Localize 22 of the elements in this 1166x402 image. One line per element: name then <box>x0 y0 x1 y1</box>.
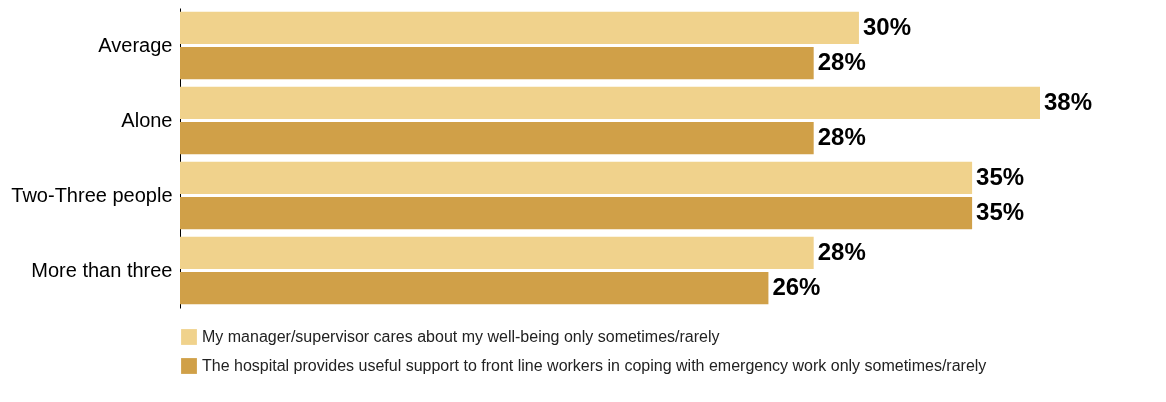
y-tick-label: Alone <box>121 108 173 131</box>
data-label: 30% <box>862 12 911 40</box>
legend-label: The hospital provides useful support to front line workers in coping with emergency work only sometimes/rarely <box>202 357 987 374</box>
data-label: 28% <box>817 48 866 76</box>
data-label: 26% <box>772 273 821 301</box>
bar <box>180 121 814 155</box>
y-tick-label: More than three <box>31 258 173 281</box>
bar <box>180 46 814 80</box>
bar <box>180 271 769 305</box>
data-label: 28% <box>817 123 866 151</box>
bar <box>180 236 814 270</box>
data-label: 28% <box>817 237 866 265</box>
bar <box>180 196 973 230</box>
legend-label: My manager/supervisor cares about my well-being only sometimes/rarely <box>202 328 720 345</box>
y-tick-label: Two-Three people <box>11 183 173 206</box>
y-tick-label: Average <box>98 33 173 56</box>
data-label: 35% <box>976 162 1025 190</box>
data-label: 35% <box>976 198 1025 226</box>
data-label: 38% <box>1044 87 1093 115</box>
bar <box>180 86 1040 120</box>
bar <box>180 161 973 195</box>
bar <box>180 11 859 45</box>
